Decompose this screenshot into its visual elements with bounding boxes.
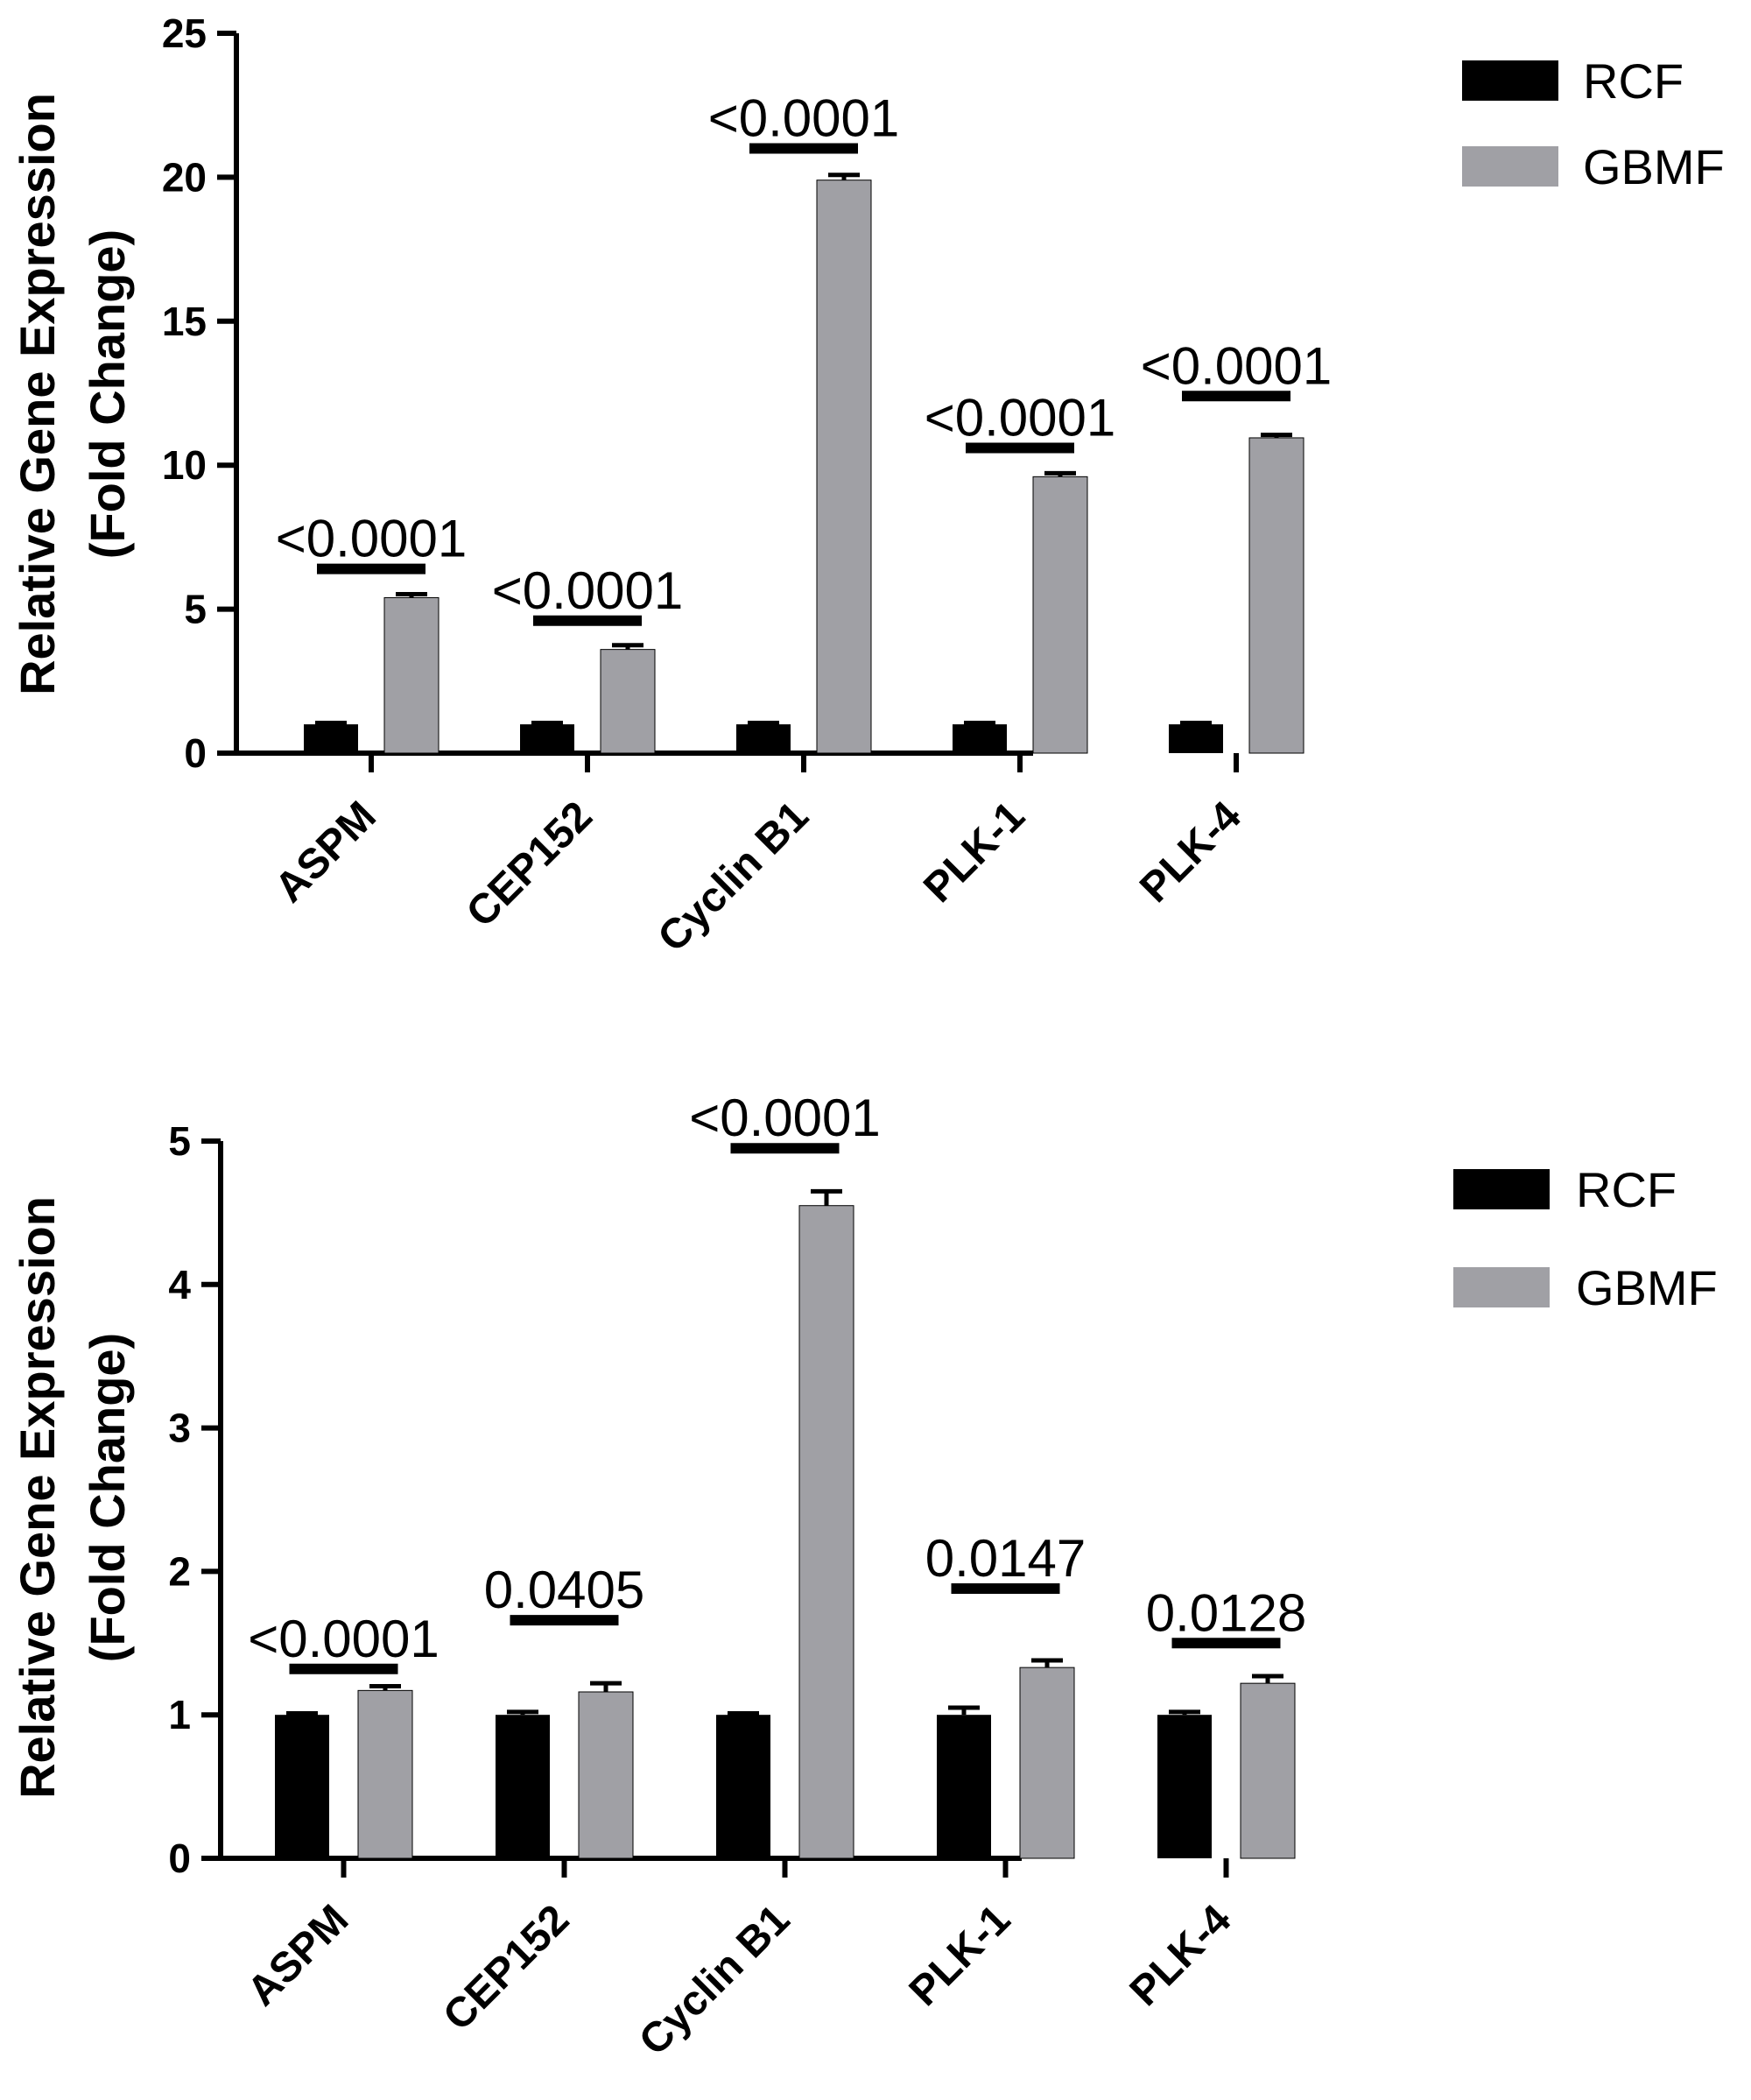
legend-label-rcf: RCF [1583, 53, 1684, 109]
y-tick-label: 20 [162, 154, 207, 200]
y-tick-label: 15 [162, 299, 207, 344]
legend-label-rcf: RCF [1576, 1162, 1677, 1217]
p-value-label: <0.0001 [1141, 336, 1333, 395]
p-value-label: <0.0001 [276, 510, 468, 568]
y-tick-label: 1 [168, 1692, 191, 1737]
bar-rcf [1169, 724, 1223, 753]
x-category-label: PLK-1 [915, 793, 1034, 912]
y-tick-label: 4 [168, 1262, 191, 1307]
x-category-label: PLK-4 [1122, 1896, 1241, 2015]
x-category-label: ASPM [239, 1896, 358, 2015]
legend-swatch-gbmf [1453, 1267, 1550, 1307]
bar-gbmf [1019, 1667, 1075, 1859]
x-category-label: Cyclin B1 [650, 793, 818, 961]
bar-rcf [716, 1715, 770, 1858]
x-category-label: PLK-1 [901, 1896, 1020, 2015]
legend: RCF GBMF [1462, 53, 1725, 194]
bar-rcf [953, 724, 1007, 753]
bar-rcf [1157, 1715, 1212, 1858]
y-tick-label: 5 [168, 1118, 191, 1164]
x-category-label: ASPM [266, 793, 385, 912]
p-value-label: <0.0001 [492, 561, 684, 620]
x-category-label: PLK-4 [1131, 793, 1250, 912]
y-axis-label-line-2: (Fold Change) [80, 229, 135, 559]
bar-rcf [304, 724, 358, 753]
y-axis-label-line-1: Relative Gene Expression [10, 1196, 65, 1799]
bar-rcf [736, 724, 791, 753]
p-value-label: 0.0128 [1146, 1583, 1307, 1642]
bar-gbmf [1032, 476, 1088, 754]
chart-panel-1: Relative Gene Expression (Fold Change) 0 5 1… [10, 11, 1725, 961]
x-category-label: Cyclin B1 [630, 1896, 798, 2064]
y-axis-label-line-1: Relative Gene Expression [10, 93, 65, 695]
y-axis-label-line-2: (Fold Change) [80, 1333, 135, 1662]
legend-swatch-rcf [1462, 60, 1558, 101]
y-tick-label: 25 [162, 11, 207, 56]
legend-swatch-rcf [1453, 1169, 1550, 1209]
p-value-label: 0.0147 [925, 1529, 1086, 1588]
legend: RCF GBMF [1453, 1162, 1718, 1315]
bar-gbmf [816, 180, 872, 754]
bar-rcf [937, 1715, 991, 1858]
legend-swatch-gbmf [1462, 146, 1558, 187]
y-tick-label: 10 [162, 442, 207, 488]
y-tick-label: 3 [168, 1406, 191, 1451]
y-tick-label: 0 [184, 730, 207, 776]
y-tick-label: 5 [184, 587, 207, 632]
p-value-label: 0.0405 [484, 1561, 645, 1619]
bar-rcf [520, 724, 574, 753]
bar-gbmf [1240, 1682, 1296, 1859]
bar-rcf [275, 1715, 329, 1858]
p-value-label: <0.0001 [248, 1610, 440, 1668]
bar-gbmf [357, 1689, 413, 1859]
legend-label-gbmf: GBMF [1583, 139, 1725, 194]
p-value-label: <0.0001 [925, 388, 1116, 447]
bar-gbmf [798, 1205, 854, 1859]
x-category-label: CEP152 [434, 1896, 578, 2040]
p-value-label: <0.0001 [689, 1089, 881, 1147]
bar-gbmf [383, 596, 440, 754]
bar-gbmf [578, 1691, 634, 1859]
chart-panel-2: Relative Gene Expression (Fold Change) 0 1 2… [10, 1089, 1718, 2064]
p-value-label: <0.0001 [708, 89, 900, 148]
bar-rcf [496, 1715, 550, 1858]
y-tick-label: 0 [168, 1836, 191, 1881]
y-tick-label: 2 [168, 1548, 191, 1594]
legend-label-gbmf: GBMF [1576, 1260, 1718, 1315]
x-category-label: CEP152 [458, 793, 601, 936]
bar-gbmf [600, 649, 656, 754]
bar-gbmf [1248, 437, 1304, 754]
